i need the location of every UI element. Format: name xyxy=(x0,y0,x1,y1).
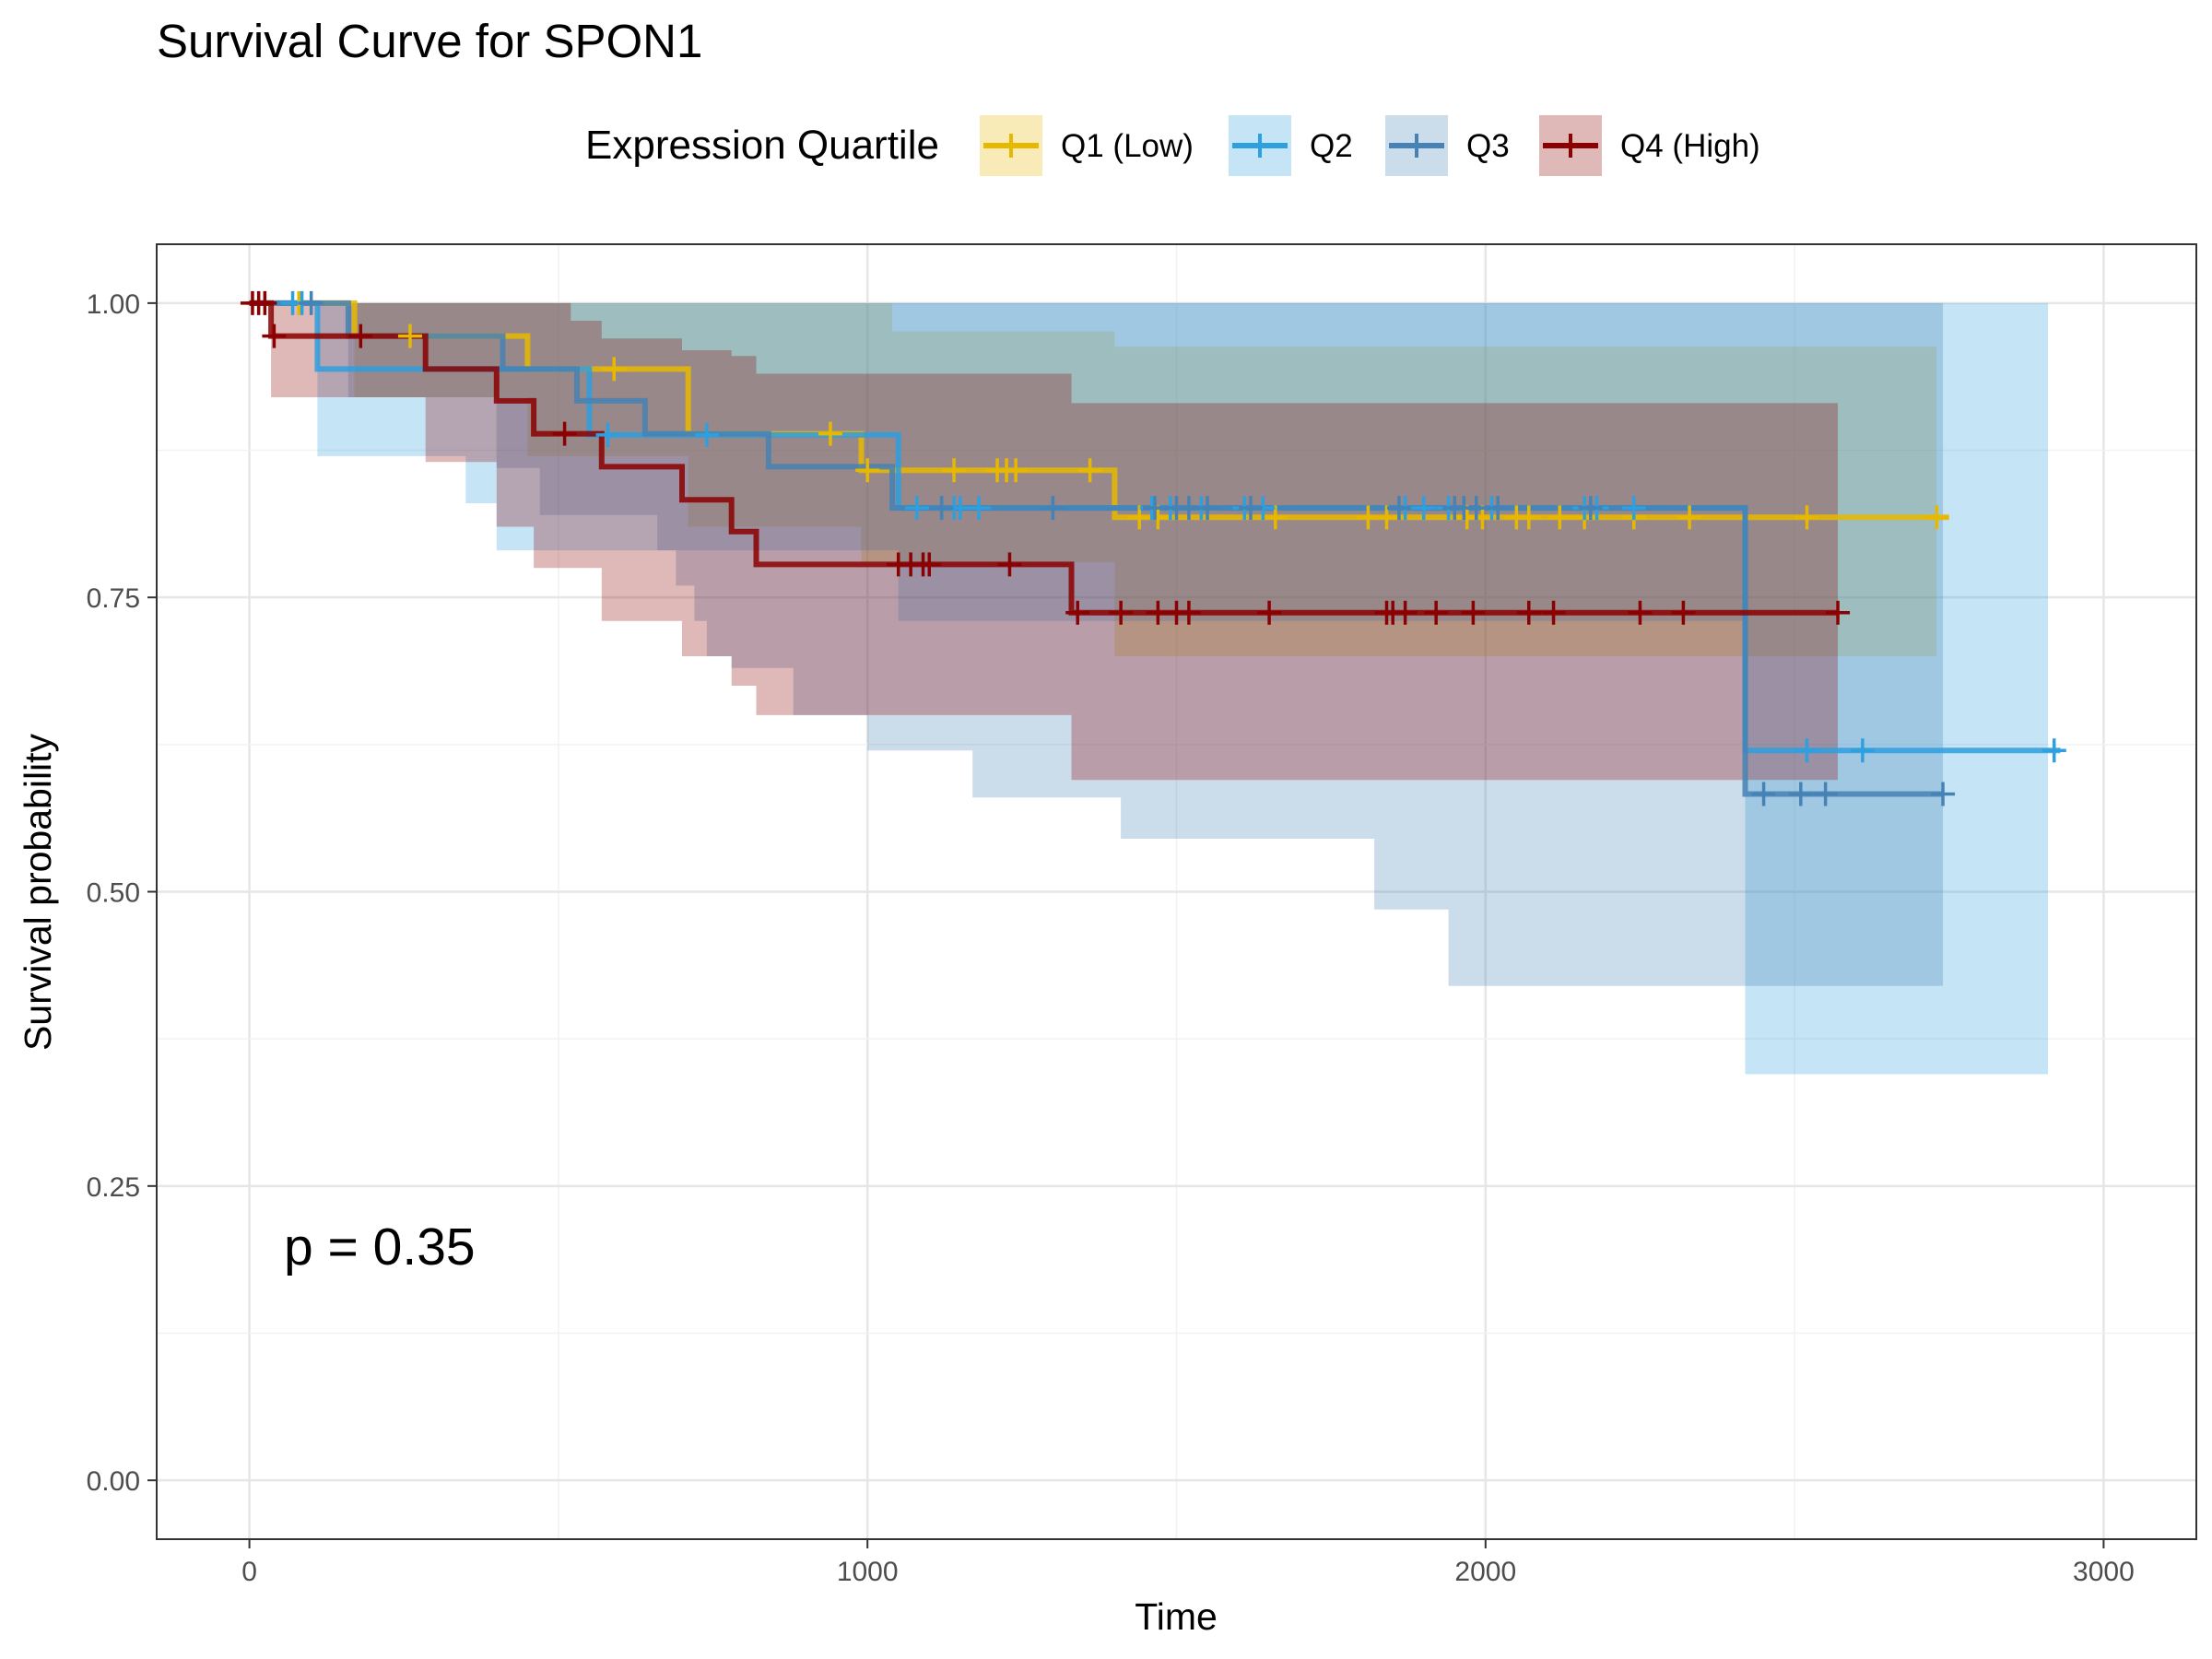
x-tick-label: 1000 xyxy=(837,1557,899,1587)
censor-marks xyxy=(240,290,2066,806)
legend-label: Q1 (Low) xyxy=(1061,128,1194,164)
x-tick-label: 3000 xyxy=(2073,1557,2135,1587)
confidence-band xyxy=(249,302,1937,656)
survival-curve xyxy=(249,300,1838,616)
y-tick-label: 1.00 xyxy=(87,289,140,320)
legend-label: Q4 (High) xyxy=(1620,128,1760,164)
x-tick-label: 0 xyxy=(241,1557,257,1587)
x-tick-label: 2000 xyxy=(1454,1557,1516,1587)
axes: 0 1000 2000 3000 0.00 0.25 0.50 0.75 1.00 xyxy=(87,289,2135,1587)
confidence-band xyxy=(249,302,2049,1075)
y-tick-label: 0.00 xyxy=(87,1466,140,1497)
legend-label: Q2 xyxy=(1310,128,1353,164)
x-axis-title: Time xyxy=(1135,1595,1218,1638)
p-value-annotation: p = 0.35 xyxy=(284,1218,476,1277)
y-tick-label: 0.50 xyxy=(87,878,140,909)
survival-curve xyxy=(249,300,1949,521)
confidence-band xyxy=(249,302,1944,986)
legend: Expression Quartile Q1 (Low) Q2 Q3 Q4 (High… xyxy=(585,115,1760,176)
y-tick-label: 0.75 xyxy=(87,583,140,614)
y-tick-label: 0.25 xyxy=(87,1172,140,1203)
legend-title: Expression Quartile xyxy=(585,123,939,168)
y-axis-title: Survival probability xyxy=(17,733,59,1051)
chart-title: Survival Curve for SPON1 xyxy=(157,15,702,67)
survival-curves xyxy=(249,300,2061,797)
legend-label: Q3 xyxy=(1466,128,1510,164)
survival-curve xyxy=(249,300,1944,797)
grid xyxy=(157,244,2196,1539)
